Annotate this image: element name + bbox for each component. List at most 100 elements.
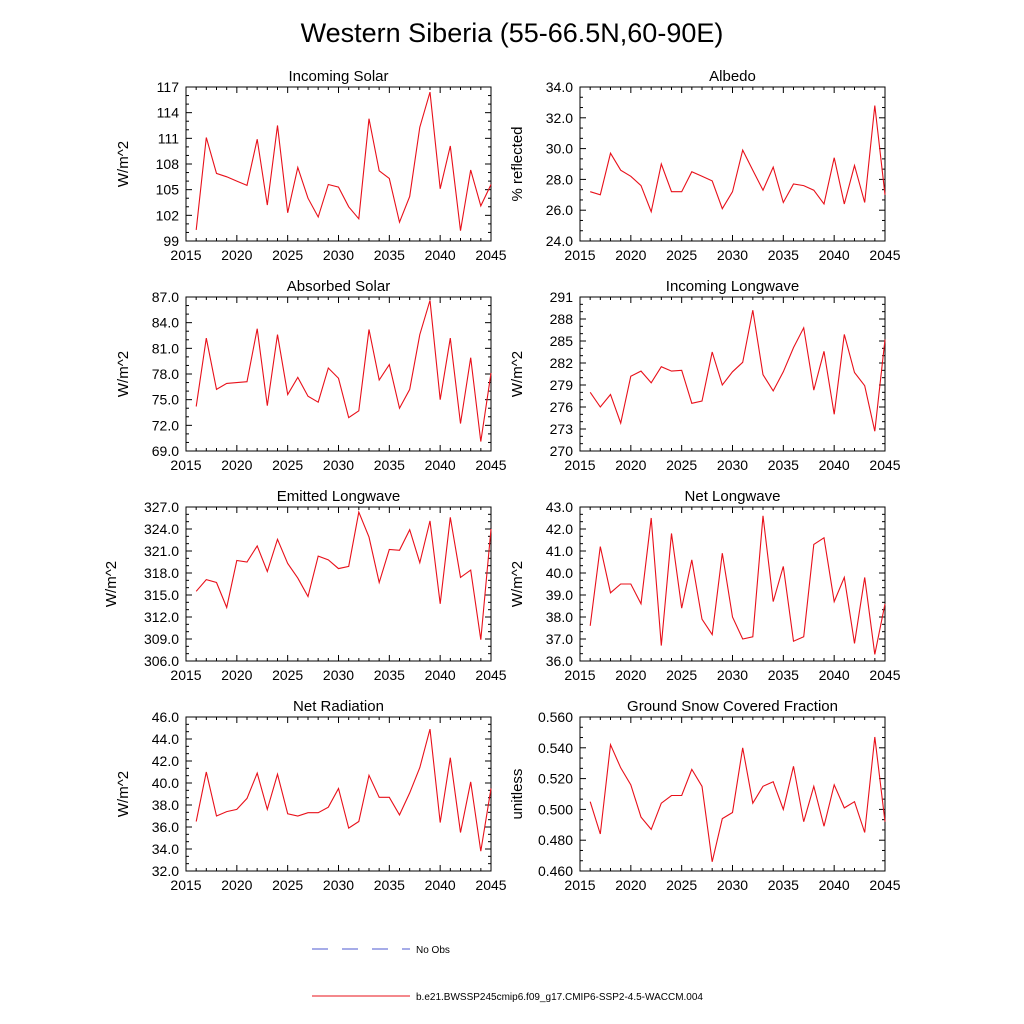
y-tick-label: 87.0: [152, 289, 179, 305]
y-tick-label: 41.0: [546, 543, 573, 559]
x-tick-label: 2015: [564, 247, 595, 263]
x-tick-label: 2020: [615, 877, 646, 893]
y-tick-label: 282: [550, 355, 574, 371]
y-tick-label: 315.0: [144, 587, 179, 603]
y-tick-label: 324.0: [144, 521, 179, 537]
legend-obs-label: No Obs: [416, 945, 450, 956]
panel-title: Ground Snow Covered Fraction: [627, 698, 838, 715]
x-tick-label: 2035: [768, 877, 799, 893]
plot-frame: [579, 716, 886, 872]
y-axis-label: W/m^2: [509, 351, 526, 397]
y-tick-label: 37.0: [546, 631, 573, 647]
x-tick-label: 2020: [221, 247, 252, 263]
panel-albedo: Albedo 2015 2020 2025 2030 2035 2040 2045 24.0 26…: [509, 68, 901, 263]
y-tick-label: 0.560: [538, 709, 573, 725]
y-tick-label: 69.0: [152, 443, 179, 459]
y-tick-label: 39.0: [546, 587, 573, 603]
x-tick-label: 2030: [323, 457, 354, 473]
x-tick-label: 2035: [768, 247, 799, 263]
x-tick-label: 2030: [323, 247, 354, 263]
y-tick-label: 36.0: [546, 653, 573, 669]
x-tick-label: 2020: [221, 877, 252, 893]
y-tick-label: 28.0: [546, 171, 573, 187]
y-axis-label: unitless: [509, 769, 526, 820]
panel-absorbed-solar: Absorbed Solar 2015 2020 2025 2030 2035 2040 20…: [115, 278, 507, 473]
x-tick-label: 2015: [170, 247, 201, 263]
y-tick-label: 279: [550, 377, 574, 393]
x-tick-label: 2030: [717, 877, 748, 893]
y-tick-label: 108: [156, 156, 180, 172]
panel-emitted-longwave: Emitted Longwave 2015 2020 2025 2030 2035 2040…: [103, 488, 507, 683]
y-tick-label: 285: [550, 333, 574, 349]
y-tick-label: 32.0: [152, 863, 179, 879]
x-tick-label: 2045: [475, 877, 506, 893]
y-tick-label: 34.0: [152, 841, 179, 857]
plot-frame: [185, 86, 492, 242]
x-tick-label: 2030: [323, 667, 354, 683]
y-tick-label: 0.540: [538, 740, 573, 756]
panel-title: Absorbed Solar: [287, 278, 390, 295]
x-tick-label: 2015: [170, 457, 201, 473]
x-tick-label: 2025: [666, 457, 697, 473]
x-tick-label: 2035: [374, 877, 405, 893]
y-tick-label: 81.0: [152, 340, 179, 356]
x-tick-label: 2020: [221, 457, 252, 473]
series-line: [590, 105, 886, 214]
y-tick-label: 111: [158, 130, 179, 146]
x-tick-label: 2030: [717, 457, 748, 473]
x-tick-label: 2025: [272, 667, 303, 683]
x-tick-label: 2040: [425, 667, 456, 683]
y-tick-label: 276: [550, 399, 574, 415]
panel-incoming-longwave: Incoming Longwave 2015 2020 2025 2030 2035 204…: [509, 278, 901, 473]
series-line: [589, 515, 886, 655]
x-tick-label: 2025: [666, 877, 697, 893]
x-tick-label: 2040: [819, 877, 850, 893]
x-tick-label: 2035: [374, 667, 405, 683]
x-tick-label: 2020: [615, 667, 646, 683]
y-tick-label: 44.0: [152, 731, 179, 747]
y-tick-label: 102: [156, 207, 180, 223]
y-tick-label: 38.0: [152, 797, 179, 813]
x-tick-label: 2045: [869, 457, 900, 473]
y-axis-label: W/m^2: [103, 561, 120, 607]
x-tick-label: 2040: [425, 877, 456, 893]
panel-title: Emitted Longwave: [277, 488, 400, 505]
panel-title: Incoming Solar: [288, 68, 388, 85]
y-tick-label: 321.0: [144, 543, 179, 559]
x-tick-label: 2040: [425, 457, 456, 473]
y-tick-label: 273: [550, 421, 574, 437]
y-tick-label: 26.0: [546, 202, 573, 218]
y-tick-label: 0.480: [538, 832, 573, 848]
y-tick-label: 270: [550, 443, 574, 459]
y-tick-label: 327.0: [144, 499, 179, 515]
x-tick-label: 2030: [717, 667, 748, 683]
x-tick-label: 2035: [768, 457, 799, 473]
x-tick-label: 2015: [564, 877, 595, 893]
legend: No Obs b.e21.BWSSP245cmip6.f09_g17.CMIP6…: [312, 945, 703, 1003]
plot-frame: [579, 86, 886, 242]
legend-model-label: b.e21.BWSSP245cmip6.f09_g17.CMIP6-SSP2-4…: [416, 992, 703, 1003]
panel-incoming-solar: Incoming Solar 2015 2020 2025 2030 2035 2040 20…: [115, 68, 507, 263]
x-tick-label: 2025: [666, 247, 697, 263]
series-line: [195, 510, 492, 640]
x-tick-label: 2035: [374, 457, 405, 473]
x-tick-label: 2045: [869, 667, 900, 683]
y-tick-label: 40.0: [546, 565, 573, 581]
x-tick-label: 2045: [475, 247, 506, 263]
series-line: [195, 91, 492, 231]
panel-title: Net Radiation: [293, 698, 384, 715]
x-tick-label: 2020: [615, 247, 646, 263]
x-tick-label: 2040: [819, 247, 850, 263]
y-tick-label: 40.0: [152, 775, 179, 791]
series-line: [589, 736, 886, 862]
y-tick-label: 318.0: [144, 565, 179, 581]
x-tick-label: 2030: [323, 877, 354, 893]
panel-net-longwave: Net Longwave 2015 2020 2025 2030 2035 2040 2045…: [509, 488, 901, 683]
y-tick-label: 32.0: [546, 110, 573, 126]
plot-frame: [185, 296, 492, 452]
series-line: [195, 300, 492, 442]
y-tick-label: 46.0: [152, 709, 179, 725]
x-tick-label: 2045: [475, 457, 506, 473]
plot-frame: [185, 716, 492, 872]
